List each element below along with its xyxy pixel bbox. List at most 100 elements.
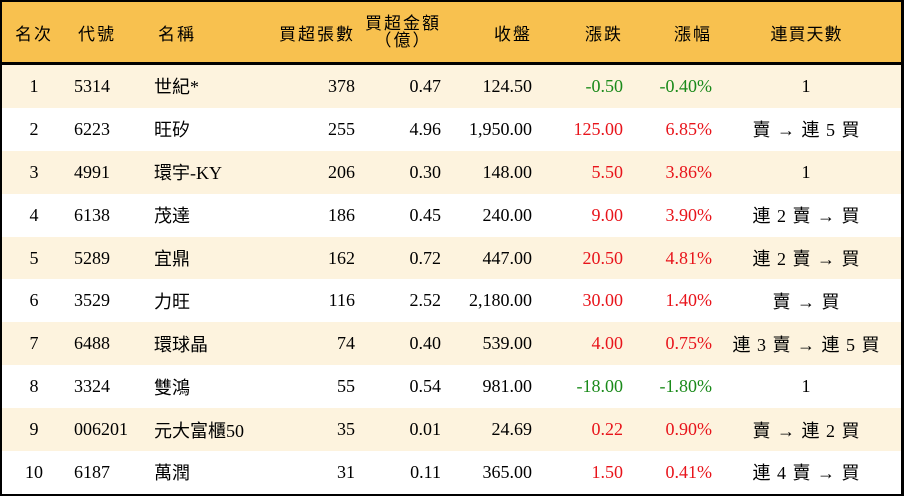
table-row: 6 3529 力旺 116 2.52 2,180.00 30.00 1.40% … (2, 279, 901, 323)
cell-net-buy-lots: 55 (337, 376, 355, 397)
cell-name: 世紀* (154, 77, 199, 98)
cell-consecutive-days: 連 2 賣 → 買 (752, 249, 861, 269)
cell-rank: 8 (29, 376, 39, 397)
table-row: 5 5289 宜鼎 162 0.72 447.00 20.50 4.81% 連 … (2, 236, 901, 280)
cell-net-buy-amount: 2.52 (409, 290, 442, 311)
cell-code: 5314 (74, 75, 110, 96)
table-row: 7 6488 環球晶 74 0.40 539.00 4.00 0.75% 連 3… (2, 322, 901, 366)
header-name: 名稱 (158, 24, 196, 44)
cell-change: 125.00 (573, 118, 624, 139)
cell-change: 5.50 (591, 161, 624, 182)
cell-change-pct: 6.85% (665, 118, 713, 139)
cell-consecutive-days: 1 (801, 161, 812, 182)
cell-change: -18.00 (576, 376, 624, 397)
table-row: 4 6138 茂達 186 0.45 240.00 9.00 3.90% 連 2… (2, 193, 901, 237)
cell-rank: 1 (29, 75, 39, 96)
cell-net-buy-lots: 35 (337, 419, 355, 440)
table-row: 8 3324 雙鴻 55 0.54 981.00 -18.00 -1.80% 1 (2, 365, 901, 409)
cell-rank: 7 (29, 333, 39, 354)
cell-rank: 6 (29, 290, 39, 311)
cell-change: 0.22 (591, 419, 624, 440)
cell-net-buy-amount: 0.45 (409, 204, 442, 225)
cell-change-pct: 0.41% (665, 461, 713, 482)
cell-rank: 3 (29, 161, 39, 182)
cell-change: -0.50 (585, 75, 624, 96)
table-row: 2 6223 旺矽 255 4.96 1,950.00 125.00 6.85%… (2, 107, 901, 151)
cell-change: 20.50 (582, 247, 624, 268)
cell-rank: 4 (29, 204, 39, 225)
cell-code: 6138 (74, 204, 110, 225)
cell-code: 3324 (74, 376, 110, 397)
cell-close: 1,950.00 (469, 118, 532, 139)
cell-close: 24.69 (491, 419, 533, 440)
table-row: 9 006201 元大富櫃50 35 0.01 24.69 0.22 0.90%… (2, 408, 901, 452)
cell-close: 365.00 (482, 461, 533, 482)
cell-close: 240.00 (482, 204, 533, 225)
cell-net-buy-amount: 0.72 (409, 247, 442, 268)
cell-net-buy-amount: 0.11 (410, 461, 441, 482)
cell-change: 9.00 (591, 204, 624, 225)
cell-name: 萬潤 (154, 463, 190, 484)
cell-net-buy-lots: 31 (337, 461, 355, 482)
cell-net-buy-lots: 74 (337, 333, 355, 354)
cell-change-pct: -0.40% (659, 75, 713, 96)
cell-consecutive-days: 賣 → 連 2 買 (752, 420, 861, 441)
cell-code: 6187 (74, 461, 110, 482)
cell-change-pct: 0.90% (665, 419, 713, 440)
cell-net-buy-amount: 4.96 (409, 118, 442, 139)
header-net-buy-amount-line1: 買超金額 (365, 14, 441, 33)
header-change: 漲跌 (585, 24, 623, 44)
cell-consecutive-days: 賣 → 買 (772, 291, 841, 312)
cell-net-buy-lots: 206 (328, 161, 355, 182)
cell-rank: 9 (29, 419, 39, 440)
header-rank: 名次 (15, 24, 53, 44)
header-change-pct: 漲幅 (674, 24, 712, 44)
header-net-buy-amount: 買超金額 （億） (355, 15, 441, 49)
cell-net-buy-amount: 0.47 (409, 75, 442, 96)
cell-close: 981.00 (482, 376, 533, 397)
header-net-buy-lots: 買超張數 (279, 24, 355, 44)
cell-consecutive-days: 1 (801, 75, 812, 96)
cell-net-buy-amount: 0.40 (409, 333, 442, 354)
cell-consecutive-days: 1 (801, 376, 812, 397)
cell-consecutive-days: 連 4 賣 → 買 (752, 463, 861, 484)
cell-net-buy-lots: 378 (328, 75, 355, 96)
cell-change: 4.00 (591, 333, 624, 354)
cell-code: 4991 (74, 161, 110, 182)
cell-close: 124.50 (482, 75, 533, 96)
cell-net-buy-lots: 116 (328, 290, 355, 311)
cell-rank: 5 (29, 247, 39, 268)
cell-change-pct: 4.81% (665, 247, 713, 268)
header-code: 代號 (78, 24, 116, 44)
cell-code: 5289 (74, 247, 110, 268)
cell-name: 茂達 (154, 206, 190, 227)
cell-name: 環球晶 (154, 334, 208, 355)
cell-name: 力旺 (154, 291, 190, 312)
cell-name: 雙鴻 (154, 377, 190, 398)
cell-code: 6223 (74, 118, 110, 139)
cell-consecutive-days: 連 2 賣 → 買 (752, 206, 861, 227)
cell-change-pct: 3.86% (665, 161, 713, 182)
cell-net-buy-lots: 255 (328, 118, 355, 139)
cell-rank: 10 (25, 461, 43, 482)
cell-consecutive-days: 連 3 賣 → 連 5 買 (732, 334, 881, 355)
cell-net-buy-lots: 162 (328, 247, 355, 268)
cell-net-buy-amount: 0.30 (409, 161, 442, 182)
cell-code: 006201 (74, 419, 128, 440)
cell-rank: 2 (29, 118, 39, 139)
header-net-buy-amount-line2: （億） (374, 31, 432, 50)
cell-change-pct: 3.90% (665, 204, 713, 225)
cell-close: 447.00 (482, 247, 533, 268)
table-row: 1 5314 世紀* 378 0.47 124.50 -0.50 -0.40% … (2, 65, 901, 108)
cell-code: 3529 (74, 290, 110, 311)
cell-change-pct: -1.80% (659, 376, 713, 397)
cell-consecutive-days: 賣 → 連 5 買 (752, 120, 861, 141)
table-row: 3 4991 環宇-KY 206 0.30 148.00 5.50 3.86% … (2, 150, 901, 194)
cell-name: 環宇-KY (154, 163, 222, 184)
cell-close: 2,180.00 (469, 290, 532, 311)
cell-change: 1.50 (591, 461, 624, 482)
cell-net-buy-amount: 0.54 (409, 376, 442, 397)
cell-name: 元大富櫃50 (154, 420, 244, 441)
cell-name: 宜鼎 (154, 249, 190, 269)
cell-close: 539.00 (482, 333, 533, 354)
